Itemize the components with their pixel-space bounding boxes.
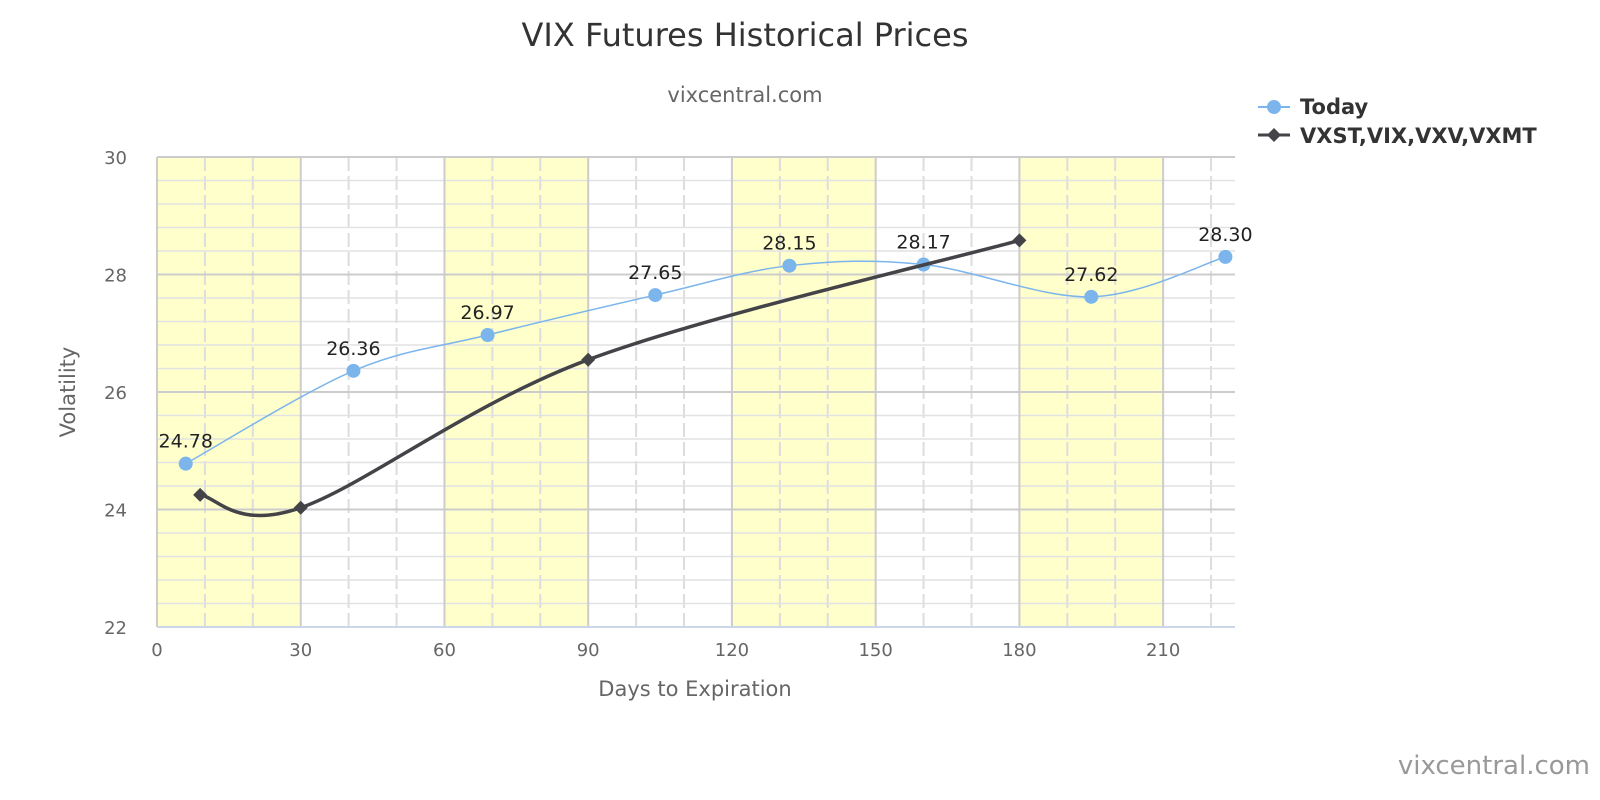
data-label: 26.97 [460,302,514,324]
x-tick-label: 210 [1146,640,1180,661]
y-tick-label: 28 [104,266,127,287]
legend-item-today[interactable]: Today [1258,95,1369,119]
data-point [178,456,193,471]
x-axis-title: Days to Expiration [598,677,791,701]
y-tick-label: 24 [104,501,127,522]
data-label: 27.65 [628,262,682,284]
data-point [782,258,797,273]
x-tick-label: 30 [289,640,312,661]
y-axis-title: Volatility [56,347,80,438]
data-label: 28.30 [1198,224,1252,246]
x-tick-label: 90 [577,640,600,661]
legend: Today VXST,VIX,VXV,VXMT [1258,95,1537,148]
legend-label-today: Today [1300,95,1369,119]
data-labels: 24.78 26.36 26.97 27.65 28.15 28.17 27.62 28.30 [159,224,1253,453]
legend-marker-vxst-vix-vxv-vxmt [1267,128,1281,142]
data-label: 24.78 [159,431,213,453]
x-tick-label: 180 [1002,640,1036,661]
series-layer [178,233,1233,518]
grid [156,156,1235,628]
data-label: 26.36 [326,338,380,360]
data-label: 27.62 [1064,264,1118,286]
data-label: 28.15 [762,233,816,255]
legend-item-vxst-vix-vxv-vxmt[interactable]: VXST,VIX,VXV,VXMT [1258,124,1537,148]
data-point [346,363,361,378]
y-tick-label: 26 [104,383,127,404]
x-tick-label: 120 [715,640,749,661]
data-point [1084,289,1099,304]
chart-subtitle: vixcentral.com [667,83,822,107]
x-tick-label: 60 [433,640,456,661]
data-label: 28.17 [896,232,950,254]
x-tick-label: 150 [858,640,892,661]
series-line [199,238,1020,518]
data-point [1012,233,1027,248]
data-point [648,288,663,303]
legend-label-vxst-vix-vxv-vxmt: VXST,VIX,VXV,VXMT [1300,124,1537,148]
data-point [480,328,495,343]
tick-labels: 0 30 60 90 120 150 180 210 22 24 26 28 30 [104,148,1180,661]
y-tick-label: 22 [104,618,127,639]
chart-title: VIX Futures Historical Prices [522,16,969,54]
y-tick-label: 30 [104,148,127,169]
x-tick-label: 0 [151,640,162,661]
credits-link[interactable]: vixcentral.com [1398,751,1590,781]
data-point [193,487,208,502]
data-point [581,352,596,367]
data-point [293,500,308,515]
legend-marker-today [1267,100,1281,114]
data-point [1218,249,1233,264]
